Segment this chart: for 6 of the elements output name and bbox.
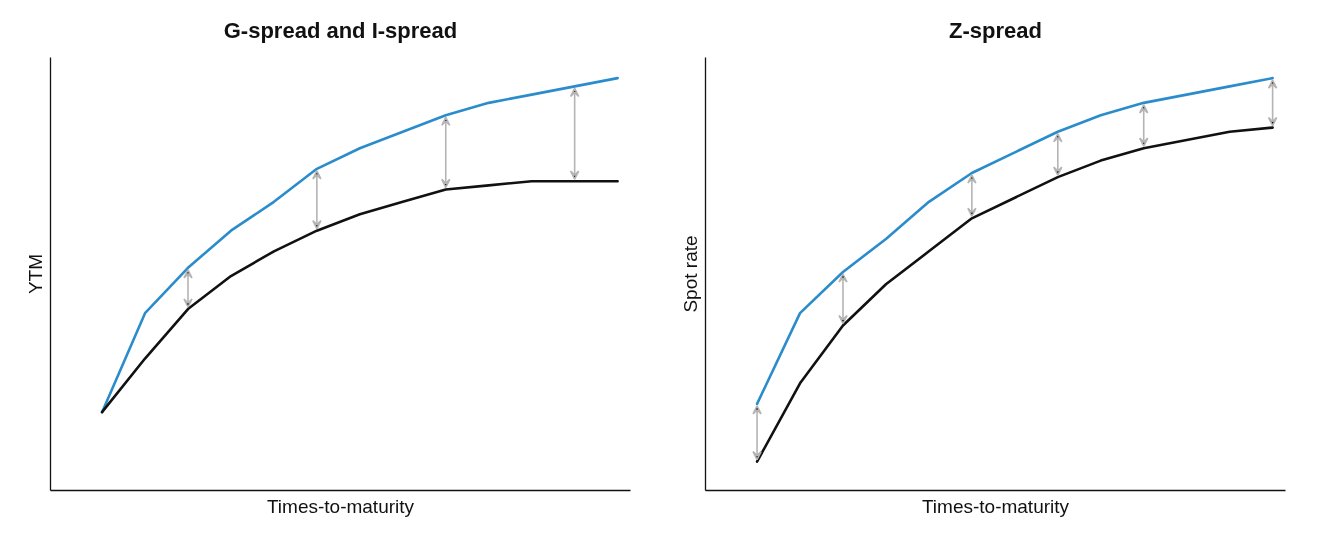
- y-axis-title: Spot rate: [679, 235, 701, 313]
- chart-title: Z-spread: [949, 17, 1042, 43]
- y-axis-title: YTM: [24, 253, 46, 295]
- x-axis-title: Times-to-maturity: [921, 495, 1070, 517]
- x-axis-title: Times-to-maturity: [266, 495, 415, 517]
- chart-title: G-spread and I-spread: [223, 17, 458, 43]
